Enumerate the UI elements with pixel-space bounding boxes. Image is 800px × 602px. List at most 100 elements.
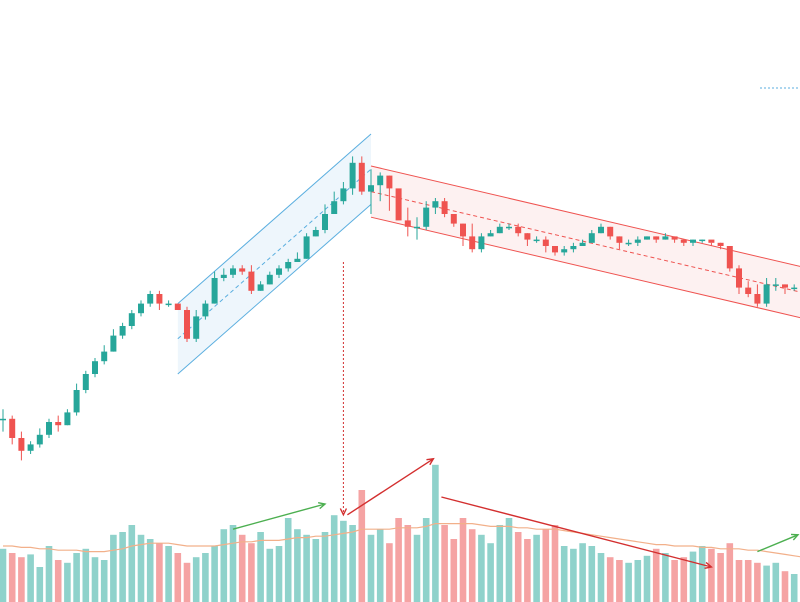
candle-body	[469, 236, 476, 250]
candle-body	[294, 258, 301, 262]
volume-bar	[395, 518, 402, 602]
volume-bar	[606, 557, 614, 602]
candle-body	[404, 220, 411, 227]
candle-body	[782, 284, 788, 288]
volume-bar	[496, 525, 504, 602]
volume-bar	[643, 555, 651, 602]
candle-body	[156, 294, 163, 304]
volume-bar	[698, 546, 706, 602]
volume-bar	[459, 518, 467, 602]
candle-body	[165, 303, 172, 306]
volume-bar	[248, 543, 255, 602]
volume-bar	[192, 557, 200, 602]
candle-body	[708, 239, 715, 243]
candle-body	[754, 294, 761, 304]
volume-bar	[358, 490, 366, 602]
up-channel-lower-line	[177, 204, 372, 375]
volume-bar	[551, 525, 559, 602]
volume-bar	[662, 553, 669, 602]
volume-bar	[220, 529, 228, 602]
volume-bar	[735, 560, 743, 602]
candle-body	[322, 214, 328, 230]
peak-drop-arrow	[339, 262, 348, 517]
volume-bar	[174, 553, 182, 602]
candle-body	[717, 242, 724, 246]
volume-bar	[146, 539, 154, 602]
volume-layer	[0, 464, 800, 602]
candle-body	[18, 438, 25, 451]
candle-body	[671, 236, 678, 240]
candle-body	[202, 303, 209, 317]
candle-layer	[0, 156, 798, 461]
volume-bar	[680, 557, 688, 602]
candle-body	[257, 284, 264, 291]
candle-body	[478, 236, 485, 250]
volume-bar	[64, 562, 71, 602]
volume-bar	[0, 548, 7, 602]
volume-ma-line	[3, 522, 800, 558]
candle-body	[0, 418, 6, 421]
volume-bar	[211, 546, 218, 602]
candle-body	[349, 162, 356, 189]
volume-bar	[450, 539, 458, 602]
candle-body	[248, 271, 255, 291]
candle-body	[542, 239, 549, 246]
candle-body	[101, 351, 108, 362]
candle-body	[662, 236, 669, 240]
volume-bar	[312, 539, 320, 602]
volume-bar	[54, 560, 62, 602]
volume-bar	[137, 534, 145, 602]
candle-body	[55, 422, 62, 426]
candle-body	[220, 274, 227, 278]
volume-bar	[413, 534, 421, 602]
volume-bar	[634, 560, 642, 602]
volume-bar	[91, 557, 99, 602]
candle-body	[239, 268, 246, 272]
green-volume-trend-arrow-head	[317, 502, 327, 510]
candle-body	[552, 246, 558, 253]
candle-body	[690, 239, 696, 243]
candle-body	[138, 303, 144, 314]
volume-bar	[156, 543, 163, 602]
volume-bar	[533, 534, 540, 602]
candle-body	[460, 223, 466, 237]
volume-bar	[404, 525, 412, 602]
volume-bar	[514, 532, 522, 602]
volume-bar	[542, 529, 550, 602]
candle-body	[588, 233, 595, 243]
green-right-trend-arrow	[757, 533, 800, 553]
candle-body	[303, 236, 310, 259]
candle-body	[312, 230, 319, 237]
volume-bar	[717, 553, 724, 602]
candle-body	[772, 284, 779, 286]
candle-body	[414, 226, 420, 229]
volume-bar	[128, 525, 136, 602]
volume-bar	[73, 553, 80, 602]
candle-body	[377, 175, 384, 186]
volume-bar	[781, 571, 789, 602]
candle-body	[432, 201, 439, 208]
candle-body	[506, 226, 512, 229]
candle-body	[368, 185, 374, 192]
candle-body	[763, 284, 770, 304]
candle-body	[791, 287, 798, 290]
candle-body	[745, 287, 752, 294]
down-channel-fill	[371, 166, 800, 318]
volume-bar	[202, 553, 209, 602]
candle-body	[634, 239, 641, 243]
red-volume-spike-arrow-head	[426, 457, 435, 466]
volume-bar	[524, 539, 531, 602]
candle-body	[524, 233, 531, 240]
volume-bar	[744, 560, 752, 602]
volume-bar	[432, 464, 439, 602]
candle-body	[266, 274, 273, 285]
candle-body	[147, 294, 154, 304]
candle-body	[607, 226, 614, 237]
volume-bar	[257, 532, 264, 602]
volume-bar	[652, 548, 660, 602]
peak-drop-arrow-head	[339, 508, 348, 517]
candle-body	[46, 422, 52, 435]
candle-body	[616, 236, 623, 243]
green-volume-trend-arrow-shaft	[232, 503, 326, 530]
candle-body	[230, 268, 236, 275]
